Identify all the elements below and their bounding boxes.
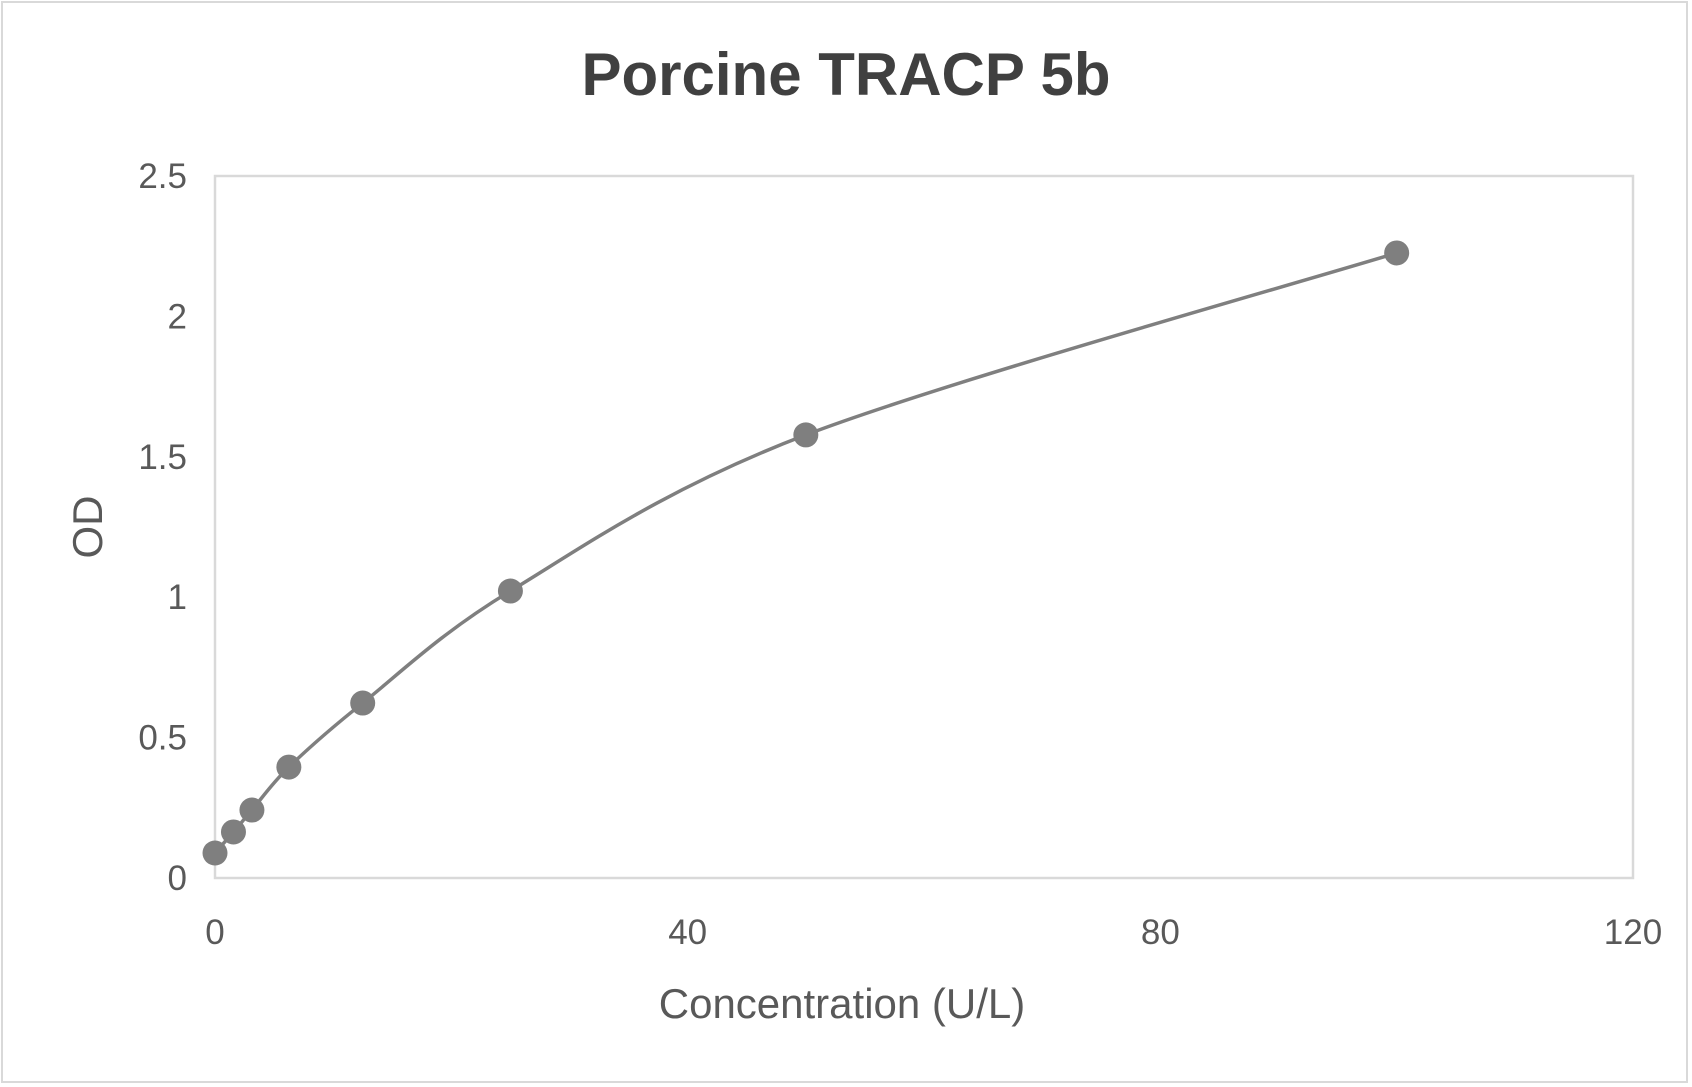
- series-markers: [202, 240, 1410, 866]
- data-point: [276, 754, 302, 780]
- y-tick-label: 0: [168, 859, 187, 898]
- data-point: [239, 797, 265, 823]
- x-tick-label: 80: [1141, 913, 1180, 952]
- y-tick-label: 2.5: [138, 157, 187, 196]
- data-point: [220, 819, 246, 845]
- y-tick-label: 1: [168, 578, 187, 617]
- y-tick-label: 2: [168, 297, 187, 336]
- series-curve: [213, 251, 1398, 855]
- data-point: [350, 690, 376, 716]
- data-point: [497, 578, 523, 604]
- y-axis-label: OD: [64, 496, 111, 559]
- y-tick-label: 1.5: [138, 438, 187, 477]
- chart-title: Porcine TRACP 5b: [581, 41, 1110, 108]
- data-point: [1384, 240, 1410, 266]
- x-tick-label: 120: [1604, 913, 1662, 952]
- x-tick-label: 40: [668, 913, 707, 952]
- plot-area: [213, 174, 1635, 880]
- y-tick-label: 0.5: [138, 719, 187, 758]
- y-axis-ticks: 0 0.5 1 1.5 2 2.5: [138, 157, 187, 898]
- x-tick-label: 0: [205, 913, 224, 952]
- data-point: [793, 422, 819, 448]
- x-axis-ticks: 0 40 80 120: [205, 913, 1662, 952]
- data-point: [202, 840, 228, 866]
- x-axis-label: Concentration (U/L): [659, 980, 1026, 1027]
